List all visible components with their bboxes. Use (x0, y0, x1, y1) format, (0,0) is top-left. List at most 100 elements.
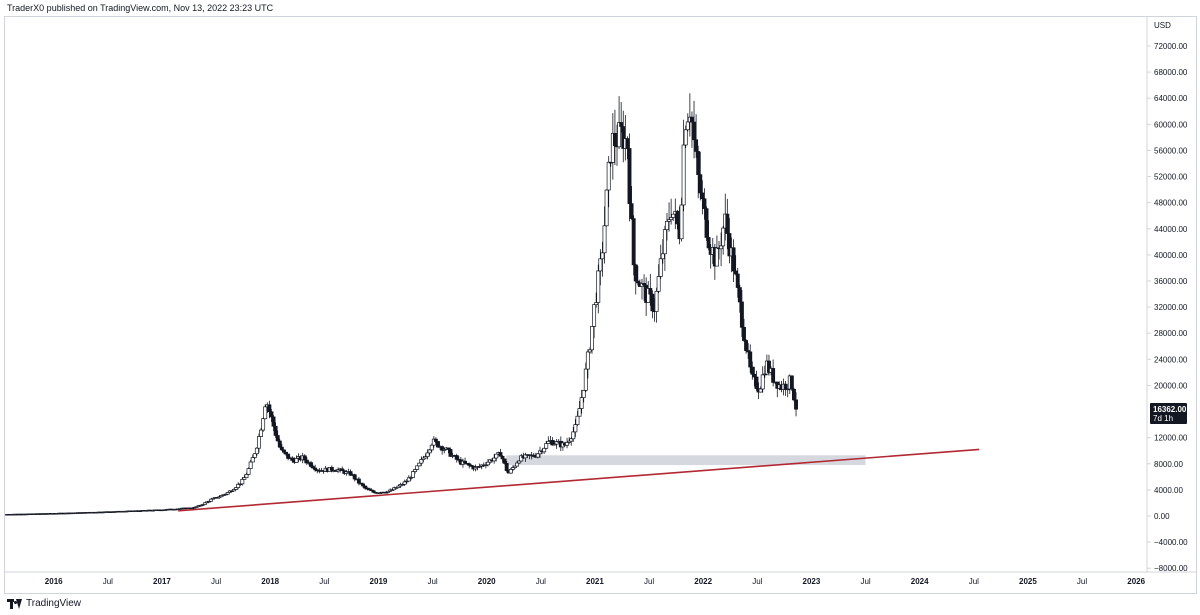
candle-body (685, 121, 690, 131)
candle-body (581, 390, 586, 398)
time-tick-label: 2023 (803, 577, 821, 586)
candle-body (625, 138, 630, 149)
candle-body (402, 481, 407, 485)
candle-body (336, 469, 341, 472)
candle-body (579, 397, 584, 409)
candle-body (252, 453, 257, 458)
candle-body (446, 447, 451, 450)
candle-body (348, 471, 353, 476)
price-tick-label: 72000.00 (1154, 42, 1188, 51)
candle-body (442, 449, 447, 451)
price-tick-label: 48000.00 (1154, 199, 1188, 208)
time-tick-label: 2018 (261, 577, 279, 586)
candle-body (742, 326, 746, 341)
candle-body (617, 122, 622, 148)
candle-body (714, 247, 719, 267)
candle-body (592, 304, 597, 327)
candle-body (427, 449, 432, 454)
time-tick-label: Jul (211, 577, 221, 586)
candle-body (352, 474, 357, 480)
candle-body (417, 462, 422, 467)
candle-body (259, 429, 263, 437)
candle-body (207, 500, 211, 503)
candle-body (667, 219, 672, 222)
candle-body (356, 478, 361, 484)
candle-body (565, 442, 569, 446)
candle-body (194, 506, 199, 508)
price-tick-label: −4000.00 (1154, 538, 1188, 547)
candle-body (500, 455, 505, 460)
candle-body (510, 467, 515, 470)
candle-body (550, 440, 555, 446)
candle-body (483, 464, 488, 466)
candle-body (721, 227, 726, 247)
price-tick-label: 52000.00 (1154, 173, 1188, 182)
time-tick-label: 2021 (586, 577, 604, 586)
price-axis[interactable]: USD 72000.00 68000.00 64000.00 60000.00 5600… (1147, 21, 1188, 573)
candle-body (731, 247, 736, 272)
countdown-label: 7d 1h (1153, 414, 1173, 423)
last-price-tag-bg (1150, 403, 1187, 424)
candle-body (590, 326, 594, 351)
candle-body (340, 468, 345, 472)
time-tick-label: Jul (644, 577, 654, 586)
candle-body (767, 360, 771, 373)
candle-body (425, 452, 430, 457)
candle-body (313, 467, 318, 471)
candle-body (329, 467, 334, 471)
candle-body (752, 373, 757, 378)
candle-body (535, 453, 540, 458)
candle-body (783, 383, 788, 390)
candle-body (396, 485, 401, 488)
price-tick-label: 36000.00 (1154, 277, 1188, 286)
time-tick-label: 2016 (45, 577, 63, 586)
price-tick-label: 12000.00 (1154, 434, 1188, 443)
candle-body (504, 463, 509, 471)
candle-body (748, 351, 753, 368)
candle-body (275, 435, 280, 442)
candle-body (631, 218, 636, 266)
candle-body (248, 461, 253, 469)
candle-body (431, 438, 436, 446)
candle-body (267, 404, 272, 413)
time-tick-label: Jul (1077, 577, 1087, 586)
candle-body (494, 453, 499, 459)
tradingview-brand[interactable]: TradingView (7, 598, 81, 609)
time-tick-label: 2017 (153, 577, 171, 586)
candle-body (448, 449, 453, 457)
candle-body (554, 441, 559, 445)
trendline (178, 448, 980, 512)
candle-body (413, 469, 418, 472)
candle-body (531, 454, 536, 457)
price-tick-label: 20000.00 (1154, 381, 1188, 390)
candle-body (294, 458, 299, 463)
candle-body (658, 258, 663, 277)
candles (5, 93, 798, 516)
candle-body (744, 340, 749, 351)
candle-body (281, 449, 286, 453)
candle-body (284, 451, 288, 455)
candle-body (269, 411, 274, 418)
tradingview-logo-icon (7, 598, 23, 609)
candle-body (594, 302, 599, 306)
candle-body (290, 457, 295, 461)
candle-body (411, 471, 415, 478)
time-tick-label: 2019 (370, 577, 388, 586)
candle-body (602, 225, 607, 254)
candle-body (463, 460, 467, 464)
time-axis[interactable]: 2016 Jul 2017 Jul 2018 Jul 2019 Jul 2020 Jul 2021 J… (45, 577, 1146, 586)
candle-body (606, 161, 611, 191)
trendline-layer (178, 448, 980, 512)
price-tick-label: 32000.00 (1154, 303, 1188, 312)
time-tick-label: Jul (860, 577, 870, 586)
candle-body (273, 425, 278, 436)
price-tick-label: 56000.00 (1154, 146, 1188, 155)
candle-body (485, 461, 490, 466)
candle-body (454, 455, 459, 460)
candle-body (739, 301, 744, 328)
candle-body (546, 440, 551, 444)
time-tick-label: Jul (103, 577, 113, 586)
candle-body (477, 466, 482, 468)
candle-body (571, 431, 576, 440)
